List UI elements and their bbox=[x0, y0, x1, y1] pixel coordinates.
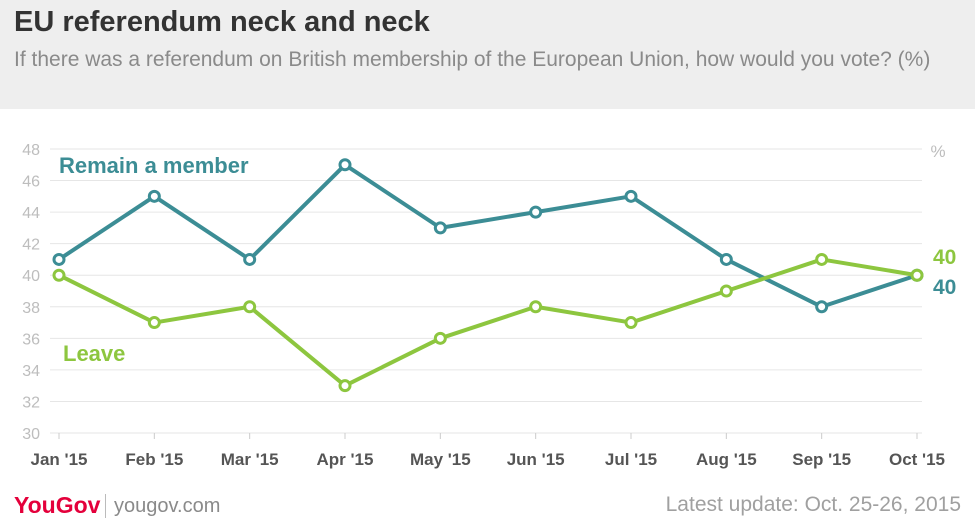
data-point-remain bbox=[529, 205, 543, 219]
chart-title: EU referendum neck and neck bbox=[14, 6, 430, 38]
y-tick-label: 46 bbox=[22, 174, 40, 191]
x-tick-label: Jan '15 bbox=[31, 450, 88, 469]
end-value-label: 40 bbox=[933, 276, 956, 299]
yougov-logo: YouGov bbox=[14, 492, 101, 518]
data-point-remain bbox=[624, 189, 638, 203]
x-tick-label: Mar '15 bbox=[221, 450, 279, 469]
y-unit-label: % bbox=[930, 142, 945, 161]
footer-divider bbox=[105, 494, 106, 518]
x-tick-label: Jul '15 bbox=[605, 450, 657, 469]
x-tick-label: Jun '15 bbox=[507, 450, 565, 469]
x-tick-label: Feb '15 bbox=[125, 450, 183, 469]
data-point-remain bbox=[338, 158, 352, 172]
series-line-remain bbox=[57, 162, 919, 309]
data-point-remain bbox=[147, 189, 161, 203]
legend-leave-label: Leave bbox=[63, 341, 125, 366]
y-tick-label: 38 bbox=[22, 300, 40, 317]
x-tick-label: Sep '15 bbox=[792, 450, 851, 469]
footer-site-link[interactable]: yougov.com bbox=[114, 495, 221, 517]
x-tick-label: Oct '15 bbox=[889, 450, 945, 469]
data-point-leave bbox=[624, 316, 638, 330]
data-point-remain bbox=[719, 252, 733, 266]
data-point-remain bbox=[52, 252, 66, 266]
x-tick-label: May '15 bbox=[410, 450, 471, 469]
chart-subtitle: If there was a referendum on British mem… bbox=[14, 48, 931, 71]
x-tick-label: Apr '15 bbox=[317, 450, 374, 469]
y-tick-label: 40 bbox=[22, 268, 40, 285]
y-tick-label: 34 bbox=[22, 363, 40, 380]
data-point-leave bbox=[433, 331, 447, 345]
data-point-leave bbox=[815, 252, 829, 266]
data-point-leave bbox=[910, 268, 924, 282]
data-point-remain bbox=[433, 221, 447, 235]
y-tick-label: 30 bbox=[22, 426, 40, 443]
data-point-remain bbox=[243, 252, 257, 266]
data-point-remain bbox=[815, 300, 829, 314]
y-tick-label: 42 bbox=[22, 237, 40, 254]
data-point-leave bbox=[529, 300, 543, 314]
data-point-leave bbox=[52, 268, 66, 282]
x-tick-label: Aug '15 bbox=[696, 450, 757, 469]
header: EU referendum neck and neck If there was… bbox=[0, 0, 975, 109]
data-point-leave bbox=[243, 300, 257, 314]
series-line-leave bbox=[57, 257, 919, 388]
data-point-leave bbox=[719, 284, 733, 298]
end-value-label: 40 bbox=[933, 246, 956, 269]
data-point-leave bbox=[338, 379, 352, 393]
latest-update: Latest update: Oct. 25-26, 2015 bbox=[665, 493, 961, 516]
y-tick-label: 44 bbox=[22, 205, 40, 222]
y-tick-label: 48 bbox=[22, 142, 40, 159]
y-tick-label: 36 bbox=[22, 331, 40, 348]
legend-remain-label: Remain a member bbox=[59, 153, 249, 178]
line-chart: 30 32 34 36 38 40 42 44 46 48 % Jan '15 Feb '15 Mar '… bbox=[22, 142, 956, 469]
data-point-leave bbox=[147, 316, 161, 330]
y-tick-label: 32 bbox=[22, 394, 40, 411]
